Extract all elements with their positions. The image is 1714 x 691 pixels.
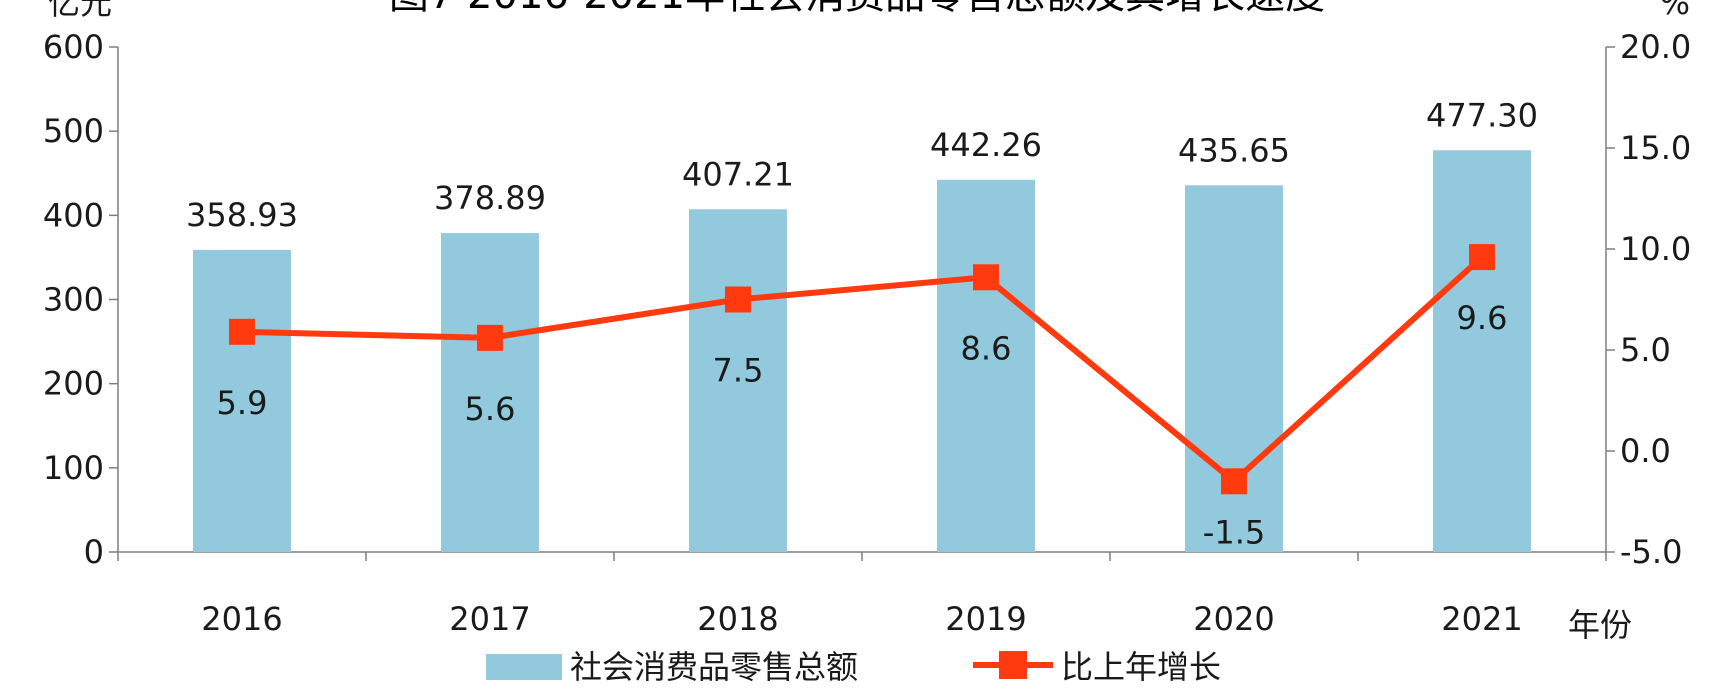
chart-title: 图7 2016-2021年社会消费品零售总额及其增长速度 — [389, 0, 1325, 18]
right-axis-tick-label: 10.0 — [1620, 230, 1691, 268]
line-data-label: 5.9 — [217, 384, 268, 422]
line-data-label: 9.6 — [1457, 299, 1508, 337]
bar-data-label: 407.21 — [682, 155, 794, 193]
line-data-label: 7.5 — [713, 352, 764, 390]
bar — [689, 209, 787, 552]
bar — [193, 249, 291, 553]
left-axis-tick-label: 400 — [43, 196, 104, 234]
left-axis-tick-label: 200 — [43, 365, 104, 403]
legend: 社会消费品零售总额 比上年增长 — [486, 648, 1221, 686]
bar — [441, 233, 539, 552]
x-axis-unit: 年份 — [1568, 606, 1632, 644]
line-point — [973, 264, 999, 291]
right-axis-tick-label: 0.0 — [1620, 432, 1671, 470]
bar-data-label: 378.89 — [434, 179, 546, 217]
right-axis-tick-label: -5.0 — [1620, 533, 1682, 571]
x-axis-tick-label: 2017 — [449, 600, 530, 638]
bar-data-label: 442.26 — [930, 126, 1042, 164]
line-series — [229, 244, 1495, 495]
line-point — [229, 318, 255, 345]
left-axis-tick-label: 300 — [43, 281, 104, 319]
legend-line-label: 比上年增长 — [1061, 648, 1221, 686]
bar-series — [193, 150, 1531, 553]
bar-data-label: 435.65 — [1178, 131, 1290, 169]
x-axis-tick-label: 2019 — [945, 600, 1026, 638]
x-axis-tick-label: 2020 — [1193, 600, 1274, 638]
line-data-label: 5.6 — [465, 390, 516, 428]
line-point — [725, 286, 751, 313]
legend-line-marker — [999, 651, 1027, 679]
right-axis-unit: % — [1660, 0, 1690, 22]
legend-bar-label: 社会消费品零售总额 — [570, 648, 858, 686]
right-axis-tick-label: 15.0 — [1620, 129, 1691, 167]
line-data-label: -1.5 — [1203, 513, 1265, 551]
bar — [1433, 150, 1531, 552]
left-axis-tick-label: 600 — [43, 28, 104, 66]
bar — [937, 179, 1035, 552]
right-axis-tick-label: 20.0 — [1620, 28, 1691, 66]
line-data-label: 8.6 — [961, 329, 1012, 367]
bar-data-label: 477.30 — [1426, 96, 1538, 134]
bar — [1185, 185, 1283, 552]
right-axis-tick-label: 5.0 — [1620, 331, 1671, 369]
bar-data-label: 358.93 — [186, 196, 298, 234]
growth-line — [241, 254, 1485, 485]
legend-bar-swatch — [486, 654, 562, 680]
line-point — [1221, 468, 1247, 495]
x-axis-tick-label: 2016 — [201, 600, 282, 638]
left-axis-unit: 亿元 — [48, 0, 112, 22]
data-labels: 358.93 378.89 407.21 442.26 435.65 477.30 5.9 5… — [186, 96, 1538, 551]
x-axis-tick-label: 2021 — [1441, 600, 1522, 638]
axes: 0 100 200 300 400 500 600 -5.0 0.0 5.0 10.0 15.0 20.… — [43, 28, 1691, 638]
x-axis-tick-label: 2018 — [697, 600, 778, 638]
left-axis-tick-label: 500 — [43, 112, 104, 150]
line-point — [477, 324, 503, 351]
left-axis-tick-label: 0 — [84, 533, 104, 571]
line-point — [1469, 244, 1495, 271]
left-axis-tick-label: 100 — [43, 449, 104, 487]
